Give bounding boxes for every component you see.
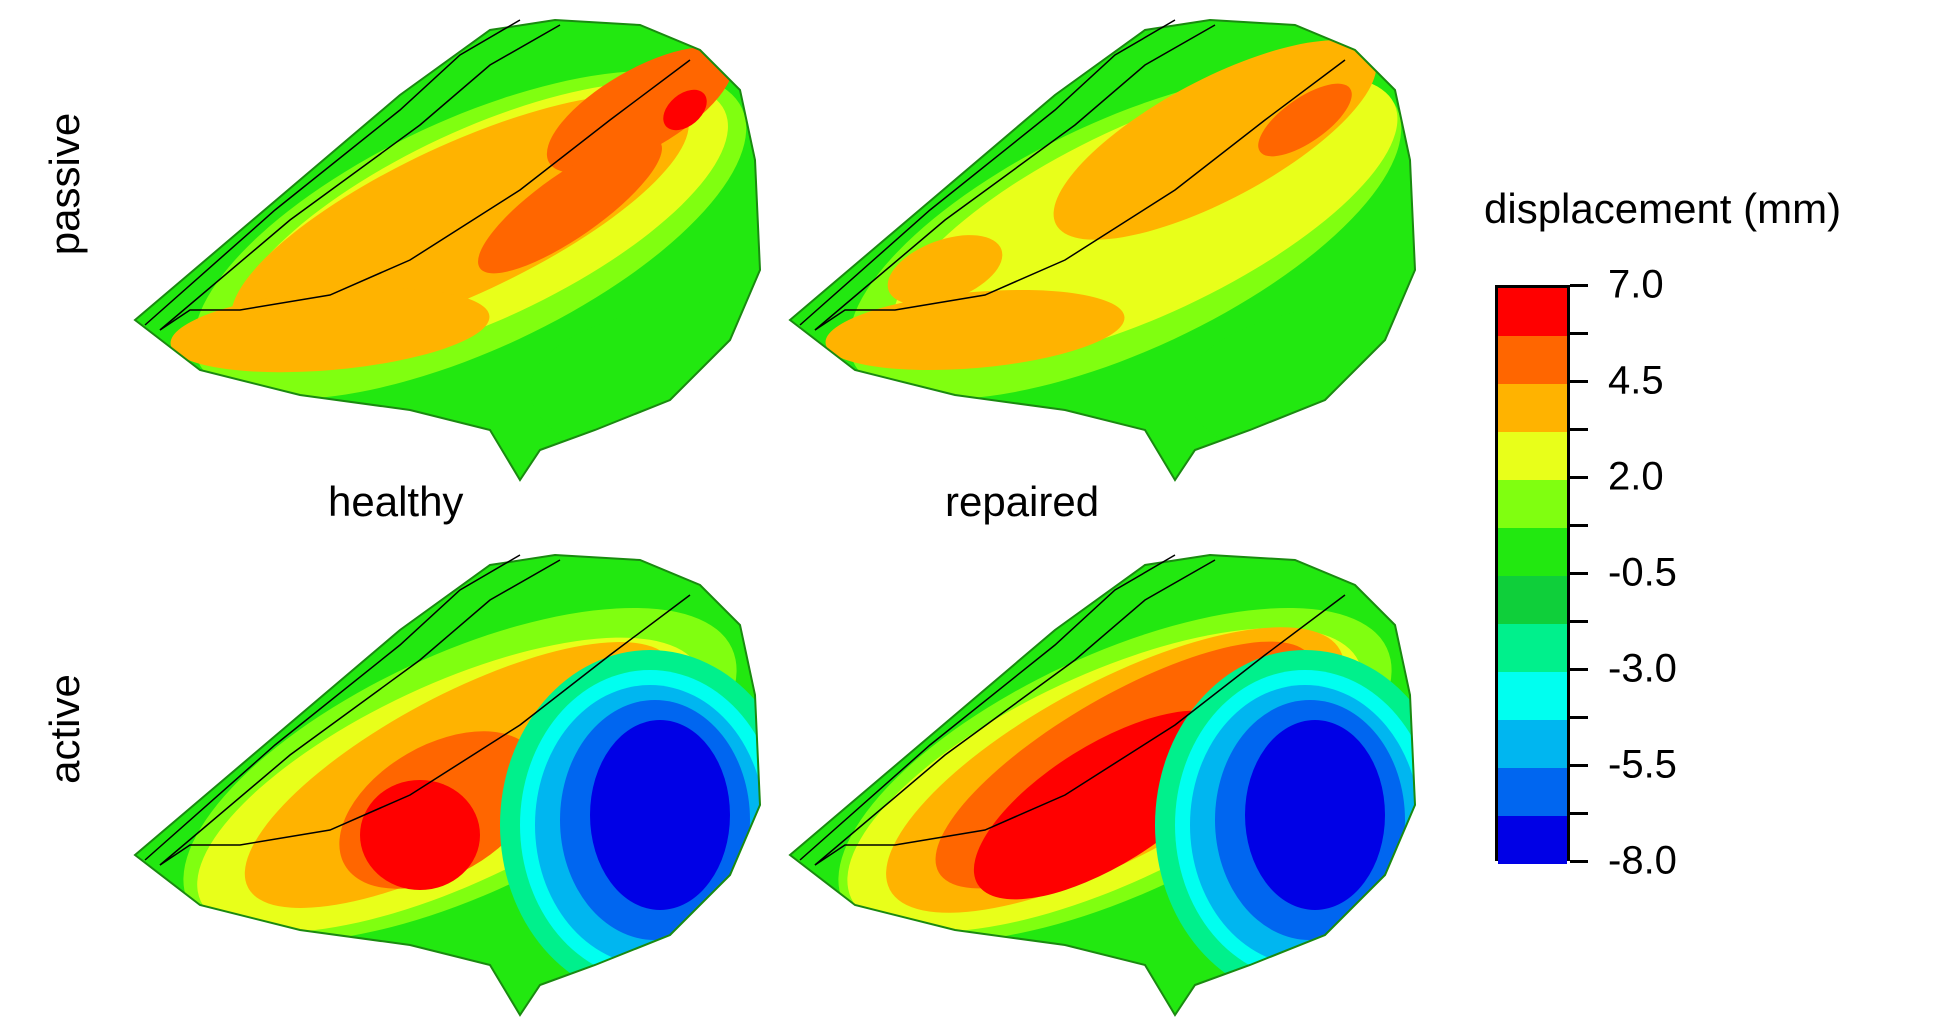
legend-swatch: [1498, 288, 1567, 336]
region-navy: [590, 720, 730, 910]
region-red-peak: [663, 89, 707, 131]
legend-swatch: [1498, 672, 1567, 720]
region-orange: [1053, 40, 1377, 240]
legend-swatch: [1498, 816, 1567, 864]
column-label-healthy: healthy: [328, 478, 464, 525]
region-dark-orange-lower: [478, 136, 662, 274]
legend-swatch: [1498, 768, 1567, 816]
contour-line-ridge: [159, 59, 691, 331]
legend-tick: [1570, 812, 1588, 815]
legend-tick-label: -3.0: [1608, 646, 1677, 691]
row-label-active: active: [41, 674, 88, 784]
legend-tick: [1570, 284, 1588, 287]
legend-tick-label: -0.5: [1608, 550, 1677, 595]
legend-swatch: [1498, 576, 1567, 624]
column-label-repaired: repaired: [945, 478, 1100, 525]
surface-map-passive-repaired: [785, 10, 1425, 482]
contour-line-inner: [814, 24, 1216, 331]
surface-map-active-repaired-svg: [788, 553, 1417, 1017]
row-label-passive: passive: [41, 112, 88, 256]
legend-tick: [1570, 716, 1588, 719]
legend-swatch: [1498, 624, 1567, 672]
legend-ticks: [1570, 284, 1600, 863]
color-legend: displacement (mm) 7.0 4.5 2.0 -0.5 -3.0 …: [1480, 185, 1900, 885]
surface-map-passive-repaired-svg: [788, 18, 1417, 482]
legend-tick: [1570, 380, 1588, 383]
legend-swatch: [1498, 432, 1567, 480]
region-navy: [1245, 720, 1385, 910]
contour-line-ridge: [814, 59, 1346, 331]
legend-tick-label: -5.5: [1608, 742, 1677, 787]
legend-swatch: [1498, 336, 1567, 384]
contour-line-outer: [799, 19, 1176, 326]
region-red: [360, 780, 480, 890]
region-orange-lower: [825, 289, 1125, 371]
legend-title: displacement (mm): [1484, 185, 1842, 232]
region-dark-orange-upper: [546, 47, 734, 173]
legend-swatch: [1498, 528, 1567, 576]
surface-map-active-repaired: [785, 545, 1425, 1017]
legend-tick: [1570, 620, 1588, 623]
surface-outline: [133, 18, 762, 482]
contour-line-ridge: [814, 594, 1346, 866]
surface-map-passive-healthy: [130, 10, 770, 482]
legend-color-bar: [1495, 285, 1570, 864]
surface-map-active-healthy: [130, 545, 770, 1017]
contour-line-ridge: [159, 594, 691, 866]
contour-line-inner: [814, 559, 1216, 866]
surface-outline: [788, 18, 1417, 482]
contour-line-inner: [159, 24, 561, 331]
legend-tick: [1570, 572, 1588, 575]
legend-tick: [1570, 860, 1588, 863]
region-orange-mid: [887, 235, 1003, 305]
legend-tick: [1570, 476, 1588, 479]
surface-outline: [788, 553, 1417, 1017]
legend-tick: [1570, 524, 1588, 527]
legend-tick-label: 7.0: [1608, 262, 1664, 307]
legend-swatch: [1498, 480, 1567, 528]
contour-line-outer: [144, 19, 521, 326]
legend-swatch: [1498, 720, 1567, 768]
legend-tick-label: 2.0: [1608, 454, 1664, 499]
legend-swatch: [1498, 384, 1567, 432]
legend-tick: [1570, 428, 1588, 431]
region-dark-orange: [1258, 83, 1352, 157]
legend-tick-label: -8.0: [1608, 838, 1677, 883]
legend-tick-label: 4.5: [1608, 358, 1664, 403]
legend-tick: [1570, 332, 1588, 335]
legend-tick: [1570, 668, 1588, 671]
surface-map-passive-healthy-svg: [133, 18, 762, 482]
surface-map-active-healthy-svg: [133, 553, 762, 1017]
contour-line-outer: [799, 554, 1176, 861]
legend-tick: [1570, 764, 1588, 767]
contour-line-inner: [159, 559, 561, 866]
contour-line-outer: [144, 554, 521, 861]
surface-outline: [133, 553, 762, 1017]
